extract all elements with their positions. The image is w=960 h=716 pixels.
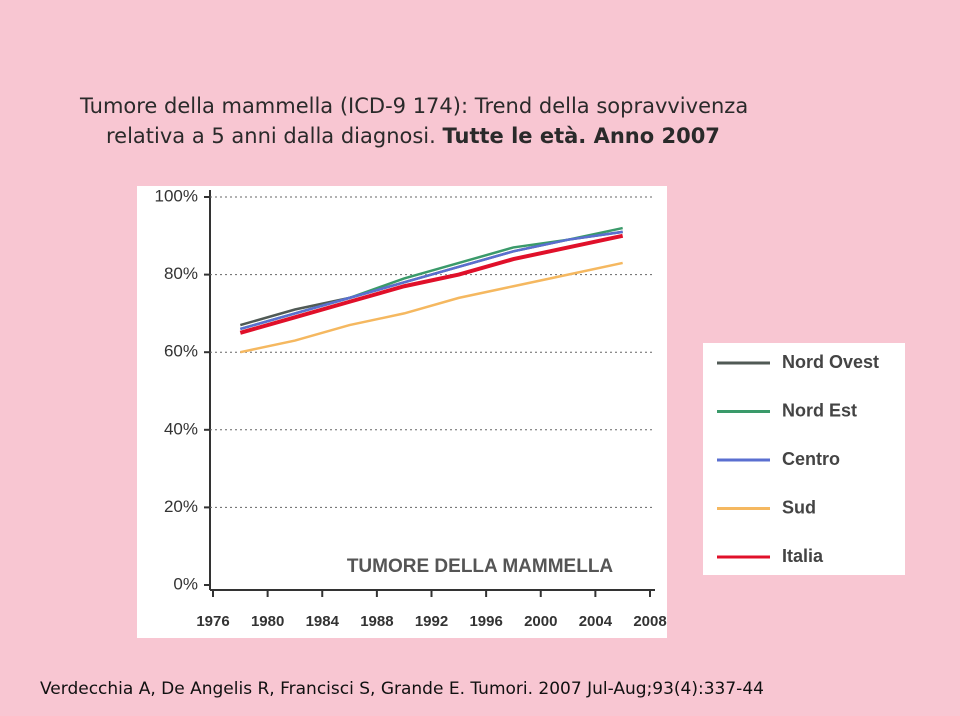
slide-title-text: relativa a 5 anni dalla diagnosi.	[106, 124, 436, 148]
y-tick-label: 40%	[164, 419, 198, 438]
chart-background	[137, 186, 667, 638]
slide-title: Tumore della mammella (ICD-9 174): Trend…	[80, 94, 749, 118]
series-line	[239, 233, 624, 335]
x-tick-label: 2000	[524, 613, 557, 630]
chart-annotation: TUMORE DELLA MAMMELLA	[347, 556, 614, 577]
y-tick-label: 100%	[155, 186, 198, 205]
citation: Verdecchia A, De Angelis R, Francisci S,…	[40, 679, 764, 699]
y-tick-label: 80%	[164, 264, 198, 283]
legend-label: Sud	[782, 497, 816, 517]
y-tick-label: 20%	[164, 497, 198, 516]
x-tick-label: 2008	[633, 613, 666, 630]
x-tick-label: 1988	[360, 613, 393, 630]
legend-label: Centro	[782, 449, 840, 469]
x-tick-label: 2004	[579, 613, 613, 630]
legend-label: Nord Ovest	[782, 352, 879, 372]
series-line	[240, 261, 623, 354]
legend-label: Nord Est	[782, 400, 857, 420]
slide-title: relativa a 5 anni dalla diagnosi. Tutte …	[106, 124, 720, 148]
x-tick-label: 1980	[251, 613, 284, 630]
series-line	[239, 230, 623, 331]
y-tick-label: 0%	[173, 574, 198, 593]
slide-title-bold: Tutte le età. Anno 2007	[442, 124, 720, 148]
y-tick-label: 60%	[164, 342, 198, 361]
legend-label: Italia	[782, 546, 824, 566]
x-tick-label: 1996	[469, 613, 502, 630]
x-tick-label: 1976	[196, 613, 229, 630]
x-tick-label: 1992	[415, 613, 448, 630]
x-tick-label: 1984	[306, 613, 340, 630]
